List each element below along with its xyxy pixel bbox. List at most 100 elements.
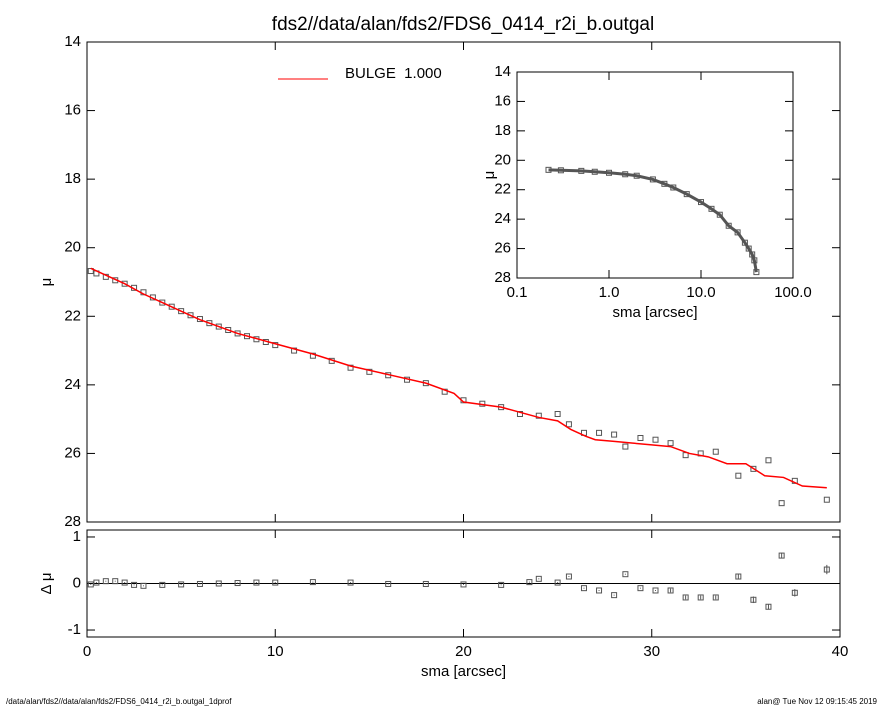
marker — [649, 176, 656, 183]
marker — [565, 573, 572, 580]
marker — [667, 587, 674, 594]
y-tick-label: 1 — [73, 528, 81, 545]
legend-label: BULGE 1.000 — [345, 65, 442, 82]
marker — [661, 180, 668, 187]
marker — [637, 435, 644, 441]
marker — [652, 436, 659, 443]
marker — [215, 580, 222, 587]
marker — [751, 257, 758, 264]
marker — [734, 229, 741, 236]
marker — [178, 308, 185, 315]
marker — [698, 199, 704, 206]
marker — [697, 594, 704, 601]
x-tick-label: 20 — [455, 643, 472, 660]
marker — [422, 580, 429, 587]
marker — [611, 431, 618, 438]
x-tick-label: 100.0 — [774, 284, 812, 301]
marker — [347, 579, 354, 586]
marker — [366, 368, 373, 375]
y-tick-label: 18 — [494, 122, 511, 139]
marker — [131, 581, 138, 588]
x-tick-label: 1.0 — [599, 284, 620, 301]
marker — [622, 571, 629, 578]
marker — [716, 211, 723, 218]
marker — [765, 603, 772, 610]
marker — [272, 579, 279, 586]
marker — [121, 280, 128, 287]
marker — [591, 168, 598, 175]
marker — [611, 592, 618, 599]
marker — [535, 412, 542, 419]
marker — [215, 323, 222, 330]
x-tick-label: 30 — [643, 643, 660, 660]
marker — [159, 581, 166, 588]
marker — [606, 169, 612, 176]
marker — [545, 166, 552, 173]
line — [548, 168, 758, 273]
y-tick-label: 28 — [64, 513, 81, 530]
y-tick-label: -1 — [68, 621, 81, 638]
marker — [121, 579, 128, 586]
marker — [749, 251, 756, 258]
marker — [565, 421, 572, 428]
x-tick-label: 10.0 — [686, 284, 715, 301]
marker — [741, 239, 748, 246]
marker — [778, 500, 785, 507]
y-tick-label: 14 — [64, 33, 81, 50]
chart-title: fds2//data/alan/fds2/FDS6_0414_r2i_b.out… — [272, 14, 654, 35]
x-tick-label: 0 — [83, 643, 91, 660]
marker — [633, 172, 640, 179]
marker — [622, 171, 629, 178]
marker — [580, 585, 587, 592]
y-tick-label: 26 — [494, 240, 511, 257]
marker — [112, 578, 119, 585]
marker — [791, 589, 798, 596]
marker — [682, 594, 689, 601]
marker — [225, 327, 232, 333]
marker — [683, 191, 690, 198]
y-tick-label: 26 — [64, 444, 81, 461]
marker — [291, 347, 298, 354]
marker — [596, 429, 603, 436]
y-tick-label: 24 — [64, 376, 81, 393]
marker — [637, 585, 644, 592]
marker — [652, 587, 659, 594]
marker — [385, 580, 392, 587]
y-axis-label: μ — [38, 278, 55, 287]
marker — [206, 320, 213, 327]
marker — [554, 411, 561, 417]
marker — [187, 312, 194, 319]
footer-right: alan@ Tue Nov 12 09:15:45 2019 — [757, 697, 877, 706]
y-tick-label: 22 — [64, 307, 81, 324]
y-tick-label: 24 — [494, 210, 511, 227]
marker — [735, 573, 742, 580]
marker — [535, 575, 542, 582]
marker — [735, 472, 742, 479]
y-tick-label: 20 — [494, 151, 511, 168]
y-tick-label: 14 — [494, 63, 511, 80]
y-axis-label: μ — [481, 171, 498, 180]
marker — [253, 579, 260, 586]
marker — [823, 566, 830, 573]
marker — [622, 443, 629, 450]
y-axis-label: Δ μ — [38, 572, 55, 594]
marker — [745, 245, 752, 252]
x-axis-label: sma [arcsec] — [421, 663, 506, 680]
marker — [309, 579, 316, 586]
x-tick-label: 0.1 — [507, 284, 528, 301]
x-axis-label: sma [arcsec] — [612, 304, 697, 321]
y-tick-label: 28 — [494, 269, 511, 286]
marker — [554, 579, 561, 586]
marker — [196, 580, 203, 587]
marker — [87, 581, 94, 588]
marker — [578, 167, 585, 174]
marker — [526, 579, 533, 586]
marker — [516, 411, 523, 417]
marker — [178, 581, 185, 588]
marker — [168, 303, 175, 310]
x-tick-label: 10 — [267, 643, 284, 660]
marker — [234, 580, 241, 587]
marker — [460, 581, 467, 588]
marker — [667, 440, 674, 447]
